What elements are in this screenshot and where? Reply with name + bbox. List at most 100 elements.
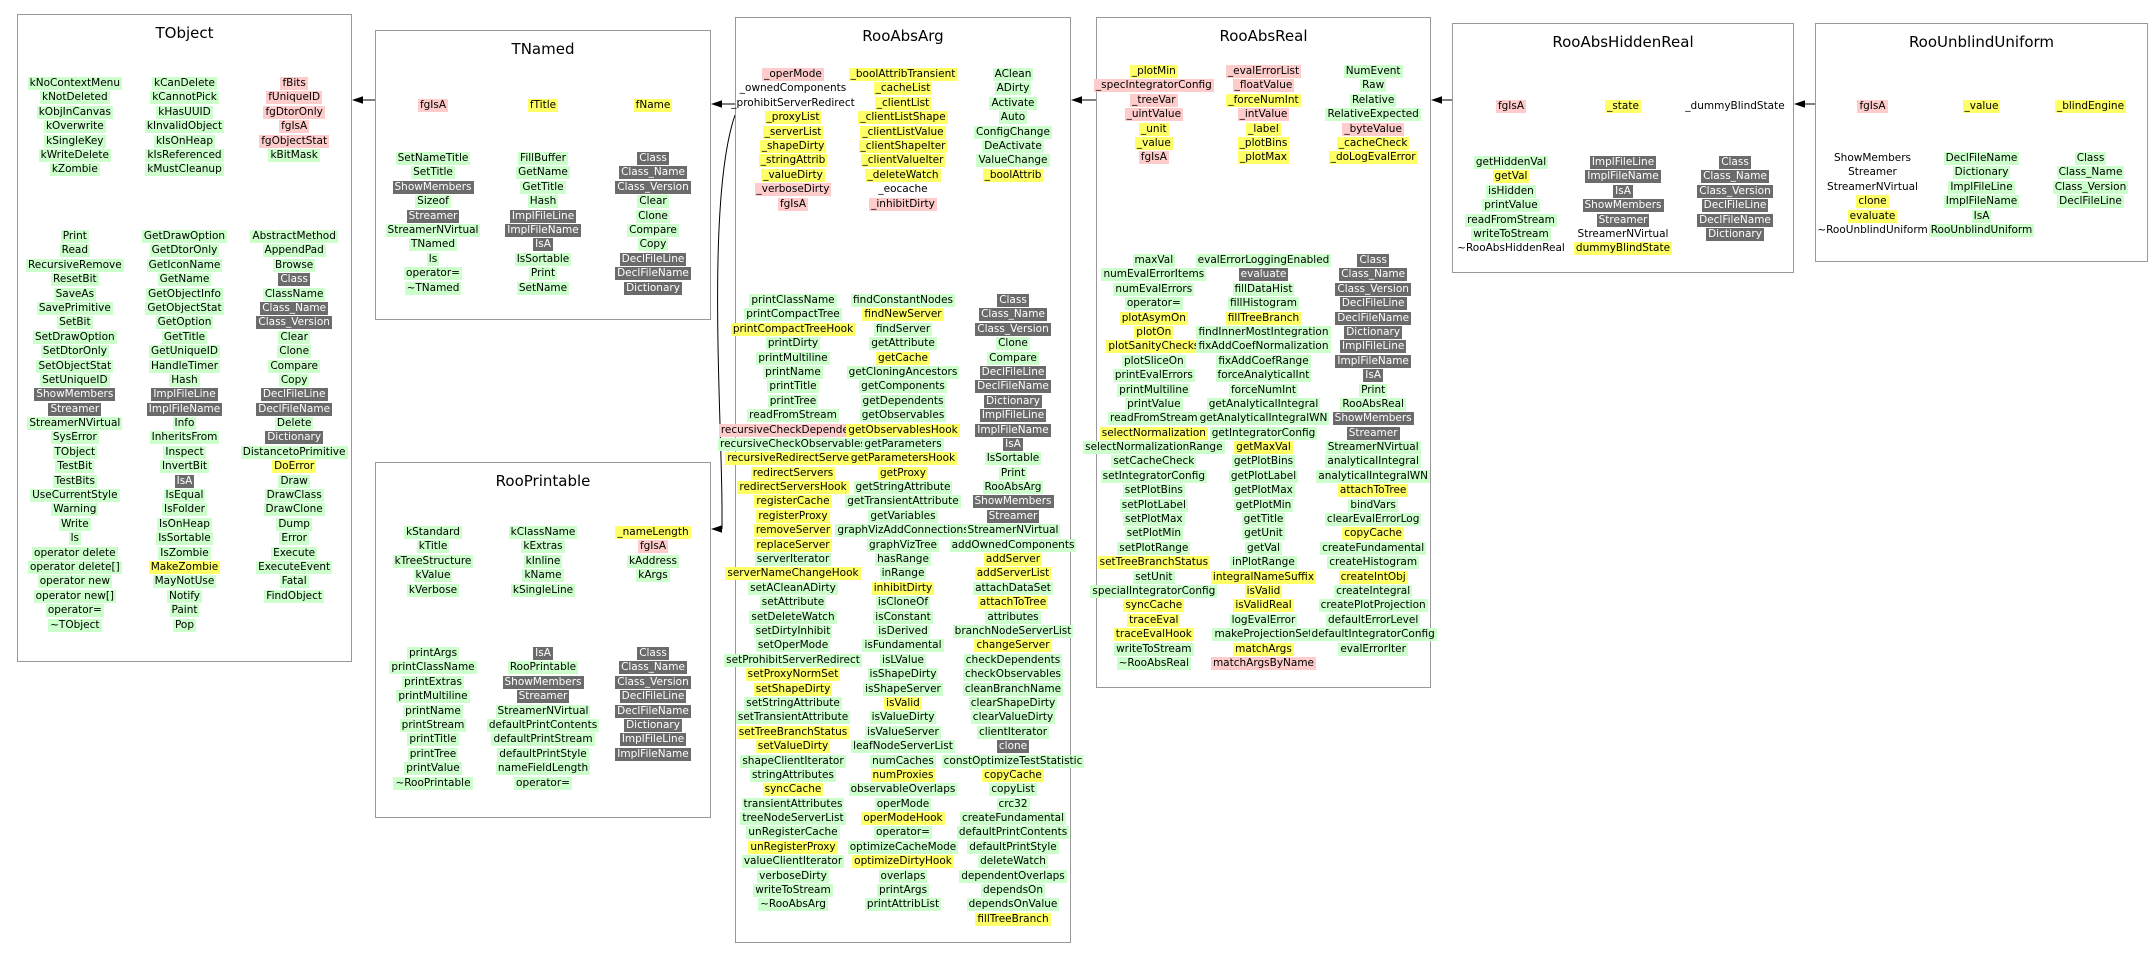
member-item[interactable]: ShowMembers xyxy=(1582,199,1664,213)
member-item[interactable]: _deleteWatch xyxy=(865,168,941,182)
member-item[interactable]: defaultPrintStream xyxy=(491,733,595,747)
member-item[interactable]: Clear xyxy=(278,330,310,344)
member-item[interactable]: ls xyxy=(68,532,82,546)
member-item[interactable]: observableOverlaps xyxy=(848,783,958,797)
member-item[interactable]: DeclFileLine xyxy=(2057,195,2124,209)
member-item[interactable]: createIntegral xyxy=(1334,584,1413,598)
member-item[interactable]: Browse xyxy=(273,258,316,272)
member-item[interactable]: traceEvalHook xyxy=(1113,628,1194,642)
member-item[interactable]: _value xyxy=(1962,100,2001,113)
member-item[interactable]: clone xyxy=(1856,195,1889,209)
member-item[interactable]: setOperMode xyxy=(755,639,831,653)
member-item[interactable]: IsEqual xyxy=(163,489,206,503)
member-item[interactable]: Class_Version xyxy=(1335,282,1411,296)
member-item[interactable]: Class_Name xyxy=(1701,170,1769,184)
member-item[interactable]: matchArgsByName xyxy=(1210,656,1317,670)
member-item[interactable]: DeclFileName xyxy=(1697,213,1773,227)
member-item[interactable]: Class xyxy=(997,294,1029,307)
member-item[interactable]: ~TNamed xyxy=(404,281,462,295)
member-item[interactable]: operator= xyxy=(874,826,932,840)
member-item[interactable]: inPlotRange xyxy=(1230,556,1297,570)
member-item[interactable]: isValidReal xyxy=(1233,599,1294,613)
member-item[interactable]: findInnerMostIntegration xyxy=(1196,325,1331,339)
member-item[interactable]: GetObjectInfo xyxy=(146,287,223,301)
member-item[interactable]: kStandard xyxy=(404,526,462,539)
member-item[interactable]: Paint xyxy=(169,604,200,618)
member-item[interactable]: checkObservables xyxy=(962,668,1064,682)
member-item[interactable]: Copy xyxy=(637,238,669,252)
member-item[interactable]: fUniqueID xyxy=(266,91,323,105)
member-item[interactable]: attributes xyxy=(985,610,1041,624)
member-item[interactable]: Relative xyxy=(1349,93,1397,107)
member-item[interactable]: setValueDirty xyxy=(755,740,831,754)
member-item[interactable]: fillDataHist xyxy=(1232,282,1295,296)
member-item[interactable]: setAttribute xyxy=(759,596,827,610)
member-item[interactable]: setProxyNormSet xyxy=(745,668,841,682)
member-item[interactable]: FillBuffer xyxy=(518,152,568,165)
member-item[interactable]: redirectServers xyxy=(750,466,836,480)
member-item[interactable]: GetName xyxy=(516,166,570,180)
member-item[interactable]: kHasUUID xyxy=(156,105,213,119)
member-item[interactable]: clearShapeDirty xyxy=(968,696,1058,710)
member-item[interactable]: printName xyxy=(763,365,823,379)
member-item[interactable]: Auto xyxy=(998,111,1028,125)
member-item[interactable]: defaultPrintStyle xyxy=(967,840,1059,854)
member-item[interactable]: fillTreeBranch xyxy=(975,912,1051,926)
member-item[interactable]: getParameters xyxy=(862,437,944,451)
member-item[interactable]: Class_Name xyxy=(619,661,687,675)
member-item[interactable]: Hash xyxy=(169,373,200,387)
member-item[interactable]: transientAttributes xyxy=(741,797,845,811)
member-item[interactable]: AbstractMethod xyxy=(250,230,338,243)
member-item[interactable]: setACleanADirty xyxy=(748,581,838,595)
member-item[interactable]: DeclFileLine xyxy=(260,388,328,402)
member-item[interactable]: GetIconName xyxy=(146,258,223,272)
member-item[interactable]: _forceNumInt xyxy=(1226,93,1301,107)
member-item[interactable]: setPlotRange xyxy=(1117,541,1191,555)
member-item[interactable]: operator= xyxy=(404,267,462,281)
member-item[interactable]: DistancetoPrimitive xyxy=(240,445,348,459)
member-item[interactable]: StreamerNVirtual xyxy=(495,704,591,718)
member-item[interactable]: Dictionary xyxy=(624,281,682,295)
member-item[interactable]: registerProxy xyxy=(756,509,830,523)
member-item[interactable]: attachToTree xyxy=(977,596,1049,610)
member-item[interactable]: Class xyxy=(278,273,310,287)
member-item[interactable]: _operMode xyxy=(762,68,824,81)
member-item[interactable]: Class_Version xyxy=(1697,184,1773,198)
member-item[interactable]: valueClientIterator xyxy=(741,855,845,869)
member-item[interactable]: optimizeDirtyHook xyxy=(852,855,954,869)
member-item[interactable]: readFromStream xyxy=(747,409,839,423)
member-item[interactable]: forceNumInt xyxy=(1228,383,1299,397)
member-item[interactable]: kInline xyxy=(523,554,563,568)
member-item[interactable]: Info xyxy=(172,417,197,431)
member-item[interactable]: printArgs xyxy=(876,884,930,898)
member-item[interactable]: getObservablesHook xyxy=(846,423,960,437)
member-item[interactable]: kIsOnHeap xyxy=(153,134,215,148)
member-item[interactable]: ImplFileLine xyxy=(979,409,1047,423)
member-item[interactable]: printDirty xyxy=(765,337,821,351)
member-item[interactable]: copyList xyxy=(989,783,1037,797)
member-item[interactable]: Class xyxy=(637,152,669,165)
member-item[interactable]: clearEvalErrorLog xyxy=(1324,513,1422,527)
class-title[interactable]: TNamed xyxy=(511,40,575,58)
member-item[interactable]: TestBit xyxy=(55,460,95,474)
member-item[interactable]: SetName xyxy=(516,281,570,295)
member-item[interactable]: dependentOverlaps xyxy=(959,869,1067,883)
member-item[interactable]: recursiveRedirectServers xyxy=(725,452,861,466)
member-item[interactable]: _eocache xyxy=(878,183,928,196)
member-item[interactable]: defaultPrintContents xyxy=(486,718,600,732)
member-item[interactable]: Class xyxy=(2074,152,2107,165)
member-item[interactable]: deleteWatch xyxy=(978,855,1048,869)
member-item[interactable]: numProxies xyxy=(870,768,936,782)
member-item[interactable]: getMaxVal xyxy=(1234,441,1293,455)
member-item[interactable]: Class_Name xyxy=(2056,166,2125,180)
member-item[interactable]: fgObjectStat xyxy=(259,134,330,148)
member-item[interactable]: printExtras xyxy=(402,675,464,689)
member-item[interactable]: DeclFileLine xyxy=(1339,297,1407,311)
member-item[interactable]: TestBits xyxy=(52,474,98,488)
member-item[interactable]: kSingleKey xyxy=(44,134,106,148)
member-item[interactable]: syncCache xyxy=(1123,599,1185,613)
member-item[interactable]: getVal xyxy=(1245,541,1282,555)
member-item[interactable]: Print xyxy=(998,466,1028,480)
member-item[interactable]: kTreeStructure xyxy=(392,554,474,568)
member-item[interactable]: ShowMembers xyxy=(972,495,1054,509)
